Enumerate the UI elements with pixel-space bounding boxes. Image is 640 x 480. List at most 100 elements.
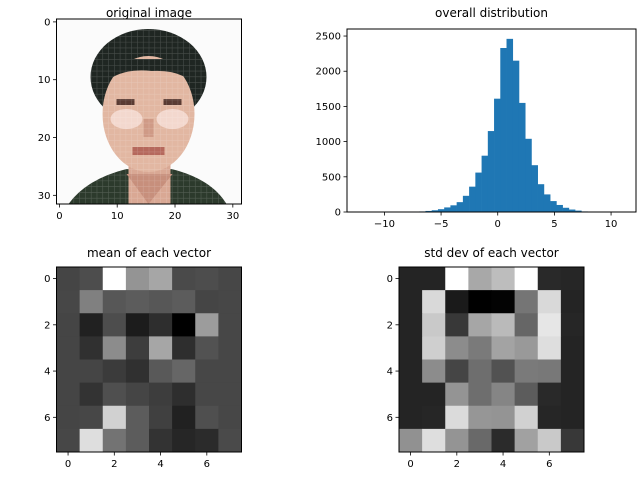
heatmap-cell xyxy=(399,406,423,430)
histogram-bar xyxy=(531,165,538,212)
heatmap-cell xyxy=(195,290,219,314)
heatmap-cell xyxy=(422,313,446,337)
heatmap-cell xyxy=(468,383,492,407)
y-tick-label: 30 xyxy=(38,191,51,202)
x-tick-label: −5 xyxy=(434,219,449,230)
heatmap-cell xyxy=(468,336,492,360)
x-tick-label: −10 xyxy=(374,219,395,230)
heatmap-cell xyxy=(445,383,469,407)
heatmap-cell xyxy=(103,360,127,384)
heatmap-cell xyxy=(149,406,173,430)
heatmap-cell xyxy=(80,267,104,291)
heatmap-cell xyxy=(422,406,446,430)
histogram-bar xyxy=(450,205,457,212)
y-tick-label: 0 xyxy=(44,17,50,28)
heatmap-cell xyxy=(172,336,196,360)
heatmap-cell xyxy=(103,383,127,407)
heatmap-cell xyxy=(57,383,81,407)
heatmap-cell xyxy=(149,267,173,291)
heatmap-cell xyxy=(80,290,104,314)
y-tick-label: 6 xyxy=(44,413,50,424)
histogram-title: overall distribution xyxy=(435,6,548,20)
heatmap-cell xyxy=(195,406,219,430)
histogram-bar xyxy=(507,39,514,212)
heatmap-cell xyxy=(57,290,81,314)
heatmap-cell xyxy=(80,313,104,337)
heatmap-cell xyxy=(445,267,469,291)
heatmap-cell xyxy=(422,429,446,453)
heatmap-cell xyxy=(492,336,516,360)
heatmap-cell xyxy=(218,429,242,453)
heatmap-cell xyxy=(149,429,173,453)
heatmap-cell xyxy=(561,267,585,291)
y-tick-label: 0 xyxy=(335,208,341,219)
heatmap-cell xyxy=(538,313,562,337)
heatmap-cell xyxy=(126,313,150,337)
heatmap-cell xyxy=(492,360,516,384)
heatmap-cell xyxy=(399,313,423,337)
y-tick-label: 2 xyxy=(44,320,50,331)
y-tick-label: 20 xyxy=(38,133,51,144)
original-image-panel: original image0 10 20 300102030 xyxy=(38,6,242,222)
y-tick-label: 0 xyxy=(387,274,393,285)
heatmap-cell xyxy=(218,336,242,360)
heatmap-cell xyxy=(538,383,562,407)
heatmap-cell xyxy=(445,429,469,453)
histogram-bar xyxy=(538,184,545,212)
heatmap-cell xyxy=(561,406,585,430)
histogram-bar xyxy=(488,131,495,212)
y-tick-label: 2000 xyxy=(316,67,341,78)
heatmap-cell xyxy=(422,336,446,360)
nose xyxy=(144,119,154,137)
x-tick-label: 4 xyxy=(500,459,506,470)
heatmap-cell xyxy=(515,429,539,453)
x-tick-label: 6 xyxy=(204,459,210,470)
y-tick-label: 0 xyxy=(44,274,50,285)
heatmap-cell xyxy=(468,406,492,430)
heatmap-cell xyxy=(195,336,219,360)
face-image xyxy=(57,19,242,204)
heatmap-cell xyxy=(445,290,469,314)
heatmap-cell xyxy=(218,406,242,430)
heatmap-cell xyxy=(172,313,196,337)
heatmap-cell xyxy=(149,313,173,337)
heatmap-cell xyxy=(103,290,127,314)
histogram-bar xyxy=(457,202,464,212)
histogram-bar xyxy=(482,156,489,212)
histogram-bar xyxy=(550,201,557,212)
x-tick-label: 2 xyxy=(111,459,117,470)
histogram-bar xyxy=(463,196,470,212)
x-tick-label: 30 xyxy=(226,211,239,222)
heatmap-cell xyxy=(57,406,81,430)
heatmap-cell xyxy=(492,290,516,314)
heatmap-cell xyxy=(103,336,127,360)
mean-heatmap-panel: mean of each vector 0 2 4 6 0 2 4 6 xyxy=(44,246,242,470)
x-tick-label: 0 xyxy=(56,211,62,222)
heatmap-cell xyxy=(561,429,585,453)
heatmap-cell xyxy=(57,429,81,453)
heatmap-cell xyxy=(445,336,469,360)
x-tick-label: 0 xyxy=(407,459,413,470)
heatmap-cell xyxy=(422,267,446,291)
heatmap-cell xyxy=(218,383,242,407)
y-tick-label: 10 xyxy=(38,75,51,86)
heatmap-cell xyxy=(515,406,539,430)
x-tick-label: 10 xyxy=(111,211,124,222)
x-tick-label: 5 xyxy=(551,219,557,230)
heatmap-cell xyxy=(80,336,104,360)
heatmap-cell xyxy=(468,267,492,291)
heatmap-cell xyxy=(445,406,469,430)
heatmap-cell xyxy=(468,360,492,384)
heatmap-cell xyxy=(103,267,127,291)
histogram-bar xyxy=(513,61,520,212)
heatmap-cell xyxy=(80,360,104,384)
histogram-panel: overall distribution −10 −5 0 5 10 0 500 1000 150… xyxy=(316,6,636,230)
heatmap-cell xyxy=(515,290,539,314)
heatmap-cell xyxy=(515,360,539,384)
heatmap-cell xyxy=(538,429,562,453)
histogram-bar xyxy=(500,48,507,212)
heatmap-cell xyxy=(468,429,492,453)
heatmap-cell xyxy=(399,267,423,291)
heatmap-cell xyxy=(80,429,104,453)
histogram-bar xyxy=(444,207,451,212)
